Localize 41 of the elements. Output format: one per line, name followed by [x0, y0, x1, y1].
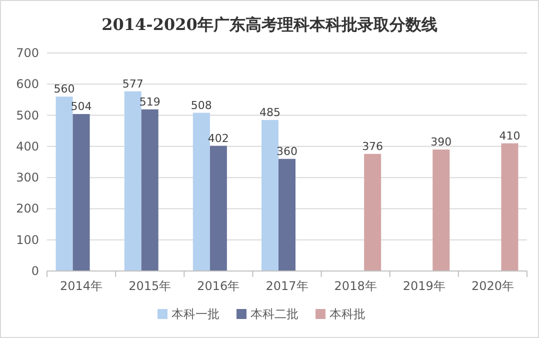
x-tick-label: 2017年 [266, 279, 308, 293]
bar [192, 112, 210, 271]
data-label: 360 [276, 144, 298, 158]
data-label: 560 [54, 82, 75, 96]
y-tick-label: 100 [16, 232, 39, 247]
y-tick-label: 0 [31, 264, 39, 278]
data-label: 485 [260, 106, 280, 119]
bar [72, 114, 90, 271]
x-tick-label: 2016年 [197, 279, 240, 293]
data-label: 410 [499, 129, 520, 142]
y-tick-label: 300 [16, 170, 39, 185]
data-label: 519 [139, 95, 160, 108]
x-tick-label: 2019年 [402, 279, 446, 293]
data-label: 504 [70, 100, 92, 114]
data-label: 390 [430, 136, 452, 149]
bar [364, 154, 382, 271]
y-tick-label: 600 [16, 77, 39, 92]
bar [432, 150, 450, 271]
y-tick-label: 500 [16, 108, 39, 122]
x-tick-label: 2015年 [128, 279, 172, 293]
y-tick-label: 700 [16, 46, 39, 60]
data-label: 376 [362, 140, 384, 153]
bar [278, 158, 296, 271]
x-tick-label: 2014年 [60, 279, 103, 293]
bar [124, 91, 142, 271]
legend-label: 本科二批 [250, 307, 298, 321]
legend-label: 本科批 [330, 307, 366, 321]
bar [141, 109, 158, 271]
y-tick-label: 400 [16, 139, 39, 154]
y-tick-label: 200 [16, 202, 39, 216]
data-label: 402 [208, 132, 229, 145]
bar [56, 96, 73, 271]
x-tick-label: 2020年 [471, 279, 514, 293]
x-tick-label: 2018年 [334, 279, 377, 293]
data-label: 508 [190, 98, 212, 112]
chart-title: 2014-2020年广东高考理科本科批录取分数线 [102, 15, 438, 34]
data-label: 577 [122, 77, 144, 90]
bar [210, 146, 227, 271]
legend-label: 本科一批 [172, 307, 220, 321]
bar [262, 120, 278, 271]
bar [501, 143, 518, 271]
